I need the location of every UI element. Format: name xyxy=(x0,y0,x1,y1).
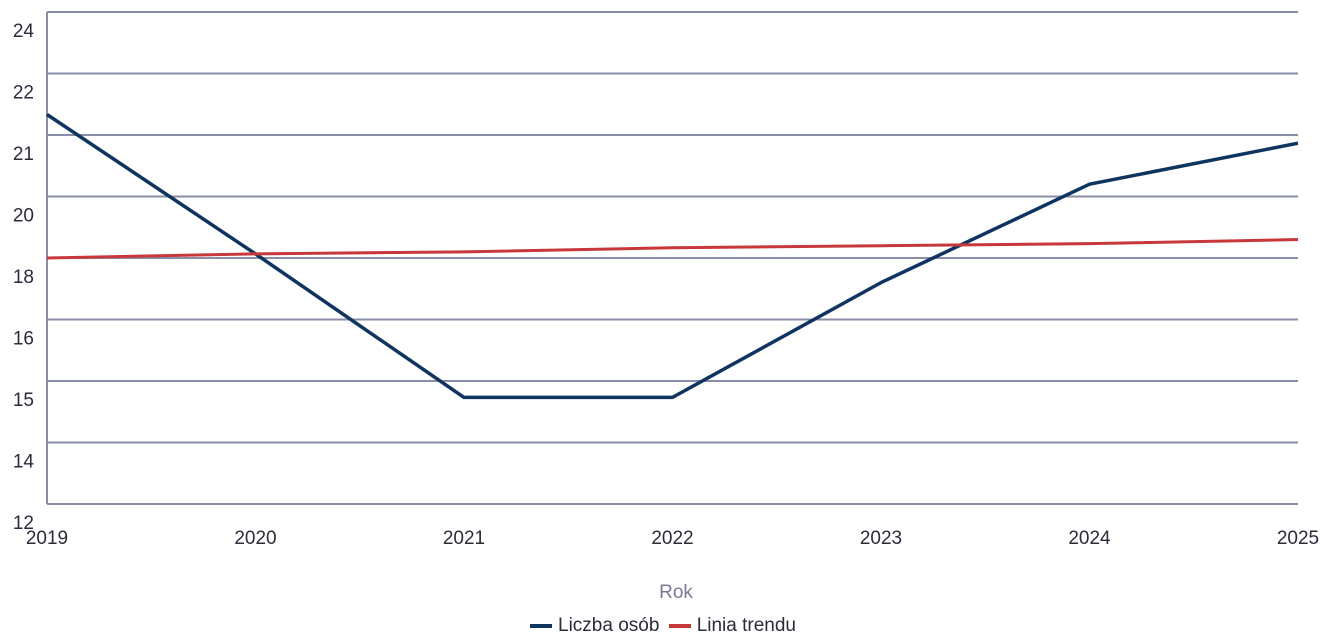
x-tick-label: 2023 xyxy=(860,528,902,549)
y-tick-label: 16 xyxy=(13,329,34,350)
y-tick-label: 14 xyxy=(13,452,35,473)
legend-swatch-linia-trendu xyxy=(668,624,691,628)
y-tick-label: 24 xyxy=(13,21,35,42)
legend-item-linia-trendu: Linia trendu xyxy=(668,615,796,637)
series-line-liczba-osob xyxy=(46,113,1299,400)
series-line-linia-trendu xyxy=(46,238,1299,260)
legend-swatch-liczba-osob xyxy=(530,624,552,628)
x-tick-label: 2020 xyxy=(234,528,276,549)
x-tick-label: 2022 xyxy=(651,528,693,549)
y-tick-label: 12 xyxy=(13,513,34,534)
y-tick-label: 20 xyxy=(13,206,34,227)
legend-label-liczba-osob: Liczba osób xyxy=(558,615,660,636)
y-tick-label: 15 xyxy=(13,390,34,411)
y-axis-ticks: 24 22 21 20 18 16 15 14 12 xyxy=(13,21,35,534)
legend-label-linia-trendu: Linia trendu xyxy=(696,615,796,636)
legend-item-liczba-osob: Liczba osób xyxy=(530,615,659,637)
legend: Liczba osób Linia trendu xyxy=(0,612,1326,637)
x-axis-ticks: 2019 2020 2021 2022 2023 2024 2025 xyxy=(26,528,1319,549)
y-tick-label: 21 xyxy=(13,144,34,165)
x-tick-label: 2024 xyxy=(1068,528,1111,549)
gridlines xyxy=(47,11,1298,505)
x-tick-label: 2025 xyxy=(1277,528,1319,549)
y-tick-label: 22 xyxy=(13,83,34,104)
x-tick-label: 2019 xyxy=(26,528,68,549)
y-tick-label: 18 xyxy=(13,267,34,288)
x-axis-label: Rok xyxy=(659,582,693,600)
x-tick-label: 2021 xyxy=(443,528,485,549)
series-layer xyxy=(46,113,1299,400)
